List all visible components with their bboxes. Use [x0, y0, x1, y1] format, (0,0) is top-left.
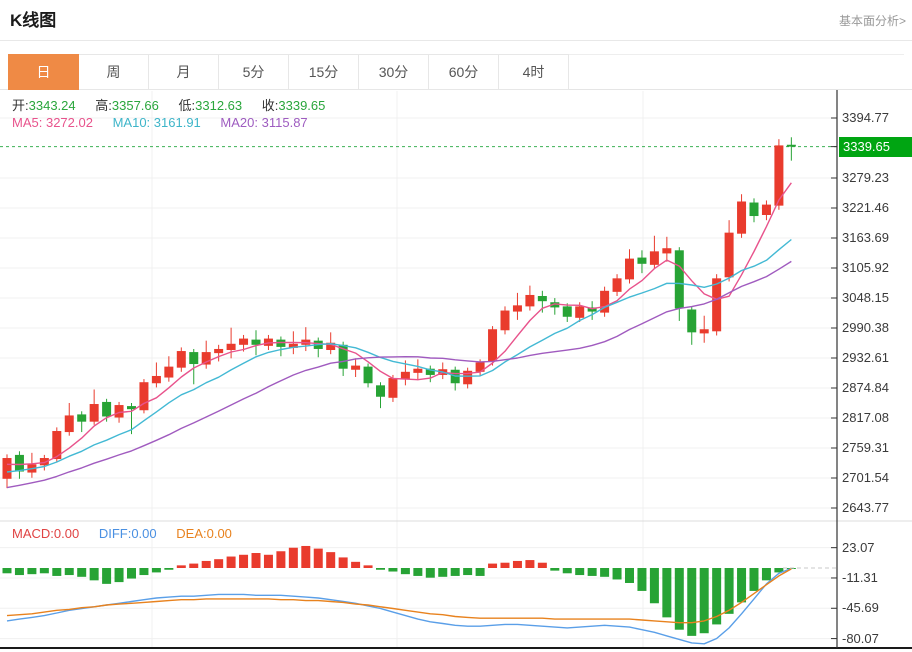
price-tick-label: 3394.77 — [842, 110, 889, 125]
ma5-value: 3272.02 — [45, 115, 93, 130]
price-tick-label: 2932.61 — [842, 350, 889, 365]
price-tick-label: 2701.54 — [842, 469, 889, 485]
macd-tick-label: -80.07 — [842, 630, 879, 646]
close-label: 收: — [261, 98, 279, 113]
dea-label: DEA: — [176, 526, 207, 541]
period-tab-bar: 日 周 月 5分 15分 30分 60分 4时 — [8, 54, 569, 90]
diff-value: 0.00 — [131, 526, 157, 541]
open-label: 开: — [12, 98, 29, 113]
open-value: 3343.24 — [28, 98, 76, 113]
macd-tick-label: -11.31 — [842, 569, 878, 585]
price-tick-label: 3048.15 — [842, 290, 889, 305]
fundamental-analysis-link[interactable]: 基本面分析> — [838, 14, 906, 28]
tab-4hour[interactable]: 4时 — [499, 54, 569, 90]
macd-value: 0.00 — [53, 526, 80, 541]
macd-tick-label: -45.69 — [842, 600, 879, 616]
macd-tick-label: 23.07 — [842, 539, 875, 555]
ma20-label: MA20: — [220, 115, 258, 130]
diff-line — [6, 567, 792, 645]
dea-value: 0.00 — [206, 526, 232, 541]
diff-label: DIFF: — [98, 526, 132, 541]
ma10-label: MA10: — [112, 115, 151, 130]
page-title: K线图 — [10, 11, 57, 30]
low-label: 低: — [178, 98, 196, 113]
tab-day[interactable]: 日 — [8, 54, 79, 90]
price-tick-label: 3105.92 — [842, 260, 889, 275]
dea-line — [6, 568, 792, 624]
tab-5min[interactable]: 5分 — [219, 54, 289, 90]
price-tick-label: 2874.84 — [842, 380, 889, 395]
ma20-value: 3115.87 — [261, 115, 308, 130]
high-value: 3357.66 — [111, 98, 159, 113]
price-tick-label: 2643.77 — [842, 499, 889, 515]
macd-label: MACD: — [12, 526, 54, 541]
ma10-value: 3161.91 — [153, 115, 201, 130]
tab-60min[interactable]: 60分 — [429, 54, 499, 90]
price-tick-label: 3163.69 — [842, 230, 889, 245]
ma5-label: MA5: — [12, 115, 43, 130]
high-label: 高: — [95, 98, 112, 113]
ohlc-legend: 开:3343.24 高:3357.66 低:3312.63 收:3339.65 — [12, 95, 325, 114]
close-value: 3339.65 — [278, 98, 326, 113]
axis-layer — [0, 90, 912, 649]
price-tick-label: 2990.38 — [842, 320, 889, 335]
price-tick-label: 2817.08 — [842, 409, 889, 425]
price-tick-label: 3221.46 — [842, 200, 889, 215]
macd-histogram — [2, 545, 796, 636]
tab-15min[interactable]: 15分 — [289, 54, 359, 90]
ma-legend: MA5: 3272.02 MA10: 3161.91 MA20: 3115.87 — [12, 115, 308, 130]
low-value: 3312.63 — [195, 98, 243, 113]
price-tick-label: 2759.31 — [842, 439, 889, 455]
ma20-line — [6, 260, 792, 489]
ma5-line — [6, 182, 792, 466]
tab-week[interactable]: 周 — [79, 54, 149, 90]
title-divider — [0, 40, 912, 41]
tab-30min[interactable]: 30分 — [359, 54, 429, 90]
tab-month[interactable]: 月 — [149, 54, 219, 90]
ma10-line — [6, 238, 792, 473]
current-price-badge: 3339.65 — [839, 137, 912, 157]
price-tick-label: 3279.23 — [842, 170, 889, 185]
candles-layer — [2, 137, 796, 489]
macd-legend: MACD:0.00 DIFF:0.00 DEA:0.00 — [12, 526, 232, 541]
